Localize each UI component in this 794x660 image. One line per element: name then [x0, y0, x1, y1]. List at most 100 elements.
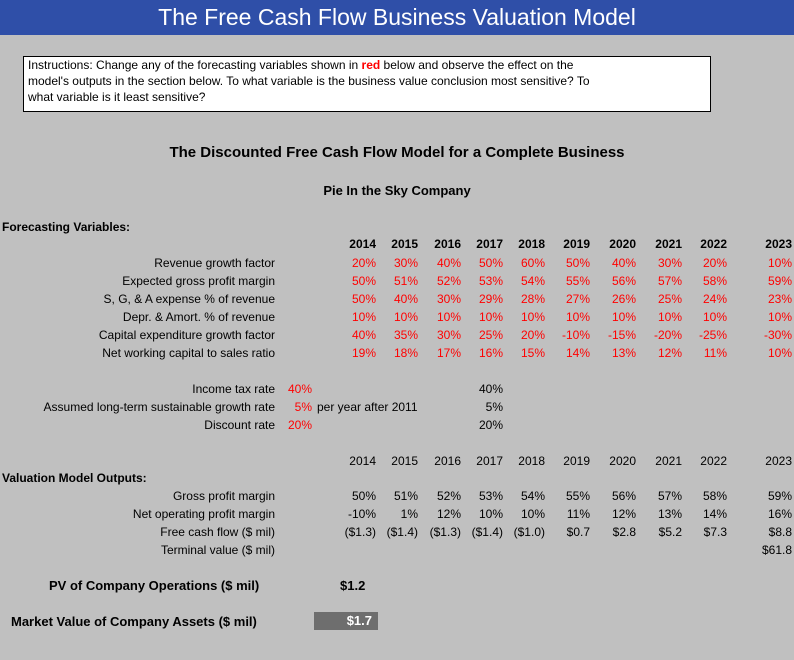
output-year-header: 2015	[391, 454, 418, 468]
forecast-input-cell: 12%	[657, 346, 682, 360]
output-cell: -10%	[347, 507, 376, 521]
output-cell: 1%	[400, 507, 418, 521]
output-cell: 58%	[702, 489, 727, 503]
forecast-input-cell: 10%	[702, 310, 727, 324]
rate-input-value: 5%	[294, 400, 312, 414]
forecast-input-cell: 24%	[702, 292, 727, 306]
instructions-box: Instructions: Change any of the forecast…	[23, 56, 711, 112]
output-cell: ($1.4)	[471, 525, 503, 539]
output-cell: ($1.4)	[386, 525, 418, 539]
output-cell: 14%	[702, 507, 727, 521]
forecast-input-cell: 40%	[611, 256, 636, 270]
output-cell: 53%	[478, 489, 503, 503]
forecast-row-label: S, G, & A expense % of revenue	[103, 292, 275, 306]
rate-input-value: 20%	[287, 418, 312, 432]
output-cell: 12%	[436, 507, 461, 521]
forecast-input-cell: 10%	[351, 310, 376, 324]
forecast-input-cell: 10%	[478, 310, 503, 324]
output-cell: 55%	[565, 489, 590, 503]
forecast-input-cell: 54%	[520, 274, 545, 288]
forecast-input-cell: 25%	[478, 328, 503, 342]
rate-echo-value: 5%	[485, 400, 503, 414]
output-cell: $5.2	[658, 525, 682, 539]
forecast-input-cell: -20%	[653, 328, 682, 342]
rate-echo-value: 40%	[478, 382, 503, 396]
forecast-input-cell: 10%	[393, 310, 418, 324]
output-cell: 51%	[393, 489, 418, 503]
forecast-year-header: 2021	[655, 237, 682, 251]
forecast-input-cell: 10%	[657, 310, 682, 324]
company-name: Pie In the Sky Company	[323, 183, 471, 198]
rate-input-value: 40%	[287, 382, 312, 396]
output-cell: 57%	[657, 489, 682, 503]
forecast-input-cell: 56%	[611, 274, 636, 288]
output-year-header: 2019	[563, 454, 590, 468]
pv-value: $1.2	[340, 578, 366, 593]
forecast-year-header: 2023	[765, 237, 792, 251]
forecast-input-cell: 51%	[393, 274, 418, 288]
forecast-year-header: 2020	[609, 237, 636, 251]
forecast-input-cell: 23%	[767, 292, 792, 306]
forecast-input-cell: 40%	[351, 328, 376, 342]
forecast-input-cell: 28%	[520, 292, 545, 306]
instructions-line-2: model's outputs in the section below. To…	[28, 74, 590, 88]
pv-label: PV of Company Operations ($ mil)	[49, 578, 260, 593]
forecast-input-cell: 50%	[351, 292, 376, 306]
forecast-input-cell: 20%	[520, 328, 545, 342]
forecast-input-cell: 57%	[657, 274, 682, 288]
forecast-row-label: Depr. & Amort. % of revenue	[122, 310, 275, 324]
output-cell: 10%	[520, 507, 545, 521]
forecast-row-label: Capital expenditure growth factor	[98, 328, 275, 342]
output-year-header: 2021	[655, 454, 682, 468]
forecast-input-cell: 19%	[351, 346, 376, 360]
forecast-input-cell: 10%	[767, 256, 792, 270]
output-cell: ($1.3)	[429, 525, 461, 539]
instructions-line-1: Instructions: Change any of the forecast…	[28, 58, 573, 73]
rate-label: Assumed long-term sustainable growth rat…	[43, 400, 275, 414]
output-year-header: 2022	[700, 454, 727, 468]
output-cell: 50%	[351, 489, 376, 503]
forecasting-section-label: Forecasting Variables:	[2, 220, 131, 234]
output-cell: $7.3	[703, 525, 727, 539]
output-year-header: 2020	[609, 454, 636, 468]
forecast-input-cell: 10%	[767, 310, 792, 324]
forecast-year-header: 2015	[391, 237, 418, 251]
output-cell: 12%	[611, 507, 636, 521]
forecast-input-cell: -30%	[763, 328, 792, 342]
forecast-year-header: 2019	[563, 237, 590, 251]
forecast-year-header: 2016	[434, 237, 461, 251]
forecast-input-cell: 30%	[393, 256, 418, 270]
outputs-section-label: Valuation Model Outputs:	[2, 471, 147, 485]
output-year-header: 2018	[518, 454, 545, 468]
output-cell: 52%	[436, 489, 461, 503]
forecast-input-cell: 10%	[436, 310, 461, 324]
output-cell: 54%	[520, 489, 545, 503]
forecast-input-cell: 60%	[520, 256, 545, 270]
output-cell: 59%	[767, 489, 792, 503]
forecast-row-label: Expected gross profit margin	[122, 274, 275, 288]
forecast-input-cell: 18%	[393, 346, 418, 360]
forecast-input-cell: 25%	[657, 292, 682, 306]
forecast-input-cell: 53%	[478, 274, 503, 288]
forecast-year-header: 2014	[349, 237, 376, 251]
forecast-input-cell: 29%	[478, 292, 503, 306]
forecast-input-cell: 30%	[657, 256, 682, 270]
forecast-input-cell: 30%	[436, 292, 461, 306]
output-row-label: Free cash flow ($ mil)	[160, 525, 275, 539]
forecast-input-cell: 30%	[436, 328, 461, 342]
instructions-prefix: Instructions: Change any of the forecast…	[28, 58, 362, 72]
forecast-input-cell: 58%	[702, 274, 727, 288]
forecast-input-cell: 52%	[436, 274, 461, 288]
forecast-input-cell: 20%	[702, 256, 727, 270]
output-year-header: 2017	[476, 454, 503, 468]
forecast-input-cell: 59%	[767, 274, 792, 288]
forecast-input-cell: -25%	[698, 328, 727, 342]
rate-label: Income tax rate	[192, 382, 275, 396]
forecast-input-cell: 40%	[393, 292, 418, 306]
output-row-label: Gross profit margin	[172, 489, 275, 503]
forecast-input-cell: 50%	[351, 274, 376, 288]
rate-note: per year after 2011	[317, 400, 418, 414]
output-cell: 16%	[767, 507, 792, 521]
output-year-header: 2016	[434, 454, 461, 468]
forecast-input-cell: 13%	[611, 346, 636, 360]
